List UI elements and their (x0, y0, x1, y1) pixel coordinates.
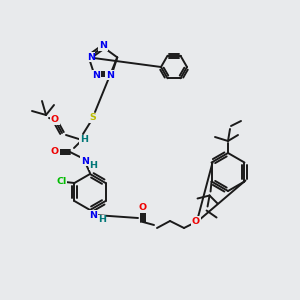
Text: N: N (106, 70, 114, 80)
Text: O: O (51, 148, 59, 157)
Text: O: O (51, 116, 59, 124)
Text: H: H (80, 136, 88, 145)
Text: N: N (92, 70, 100, 80)
Text: N: N (87, 53, 95, 62)
Text: O: O (139, 203, 147, 212)
Text: O: O (192, 217, 200, 226)
Text: S: S (90, 113, 96, 122)
Text: N: N (99, 41, 107, 50)
Text: H: H (98, 215, 106, 224)
Text: H: H (89, 160, 97, 169)
Text: Cl: Cl (56, 178, 67, 187)
Text: N: N (89, 211, 97, 220)
Text: N: N (81, 157, 89, 166)
